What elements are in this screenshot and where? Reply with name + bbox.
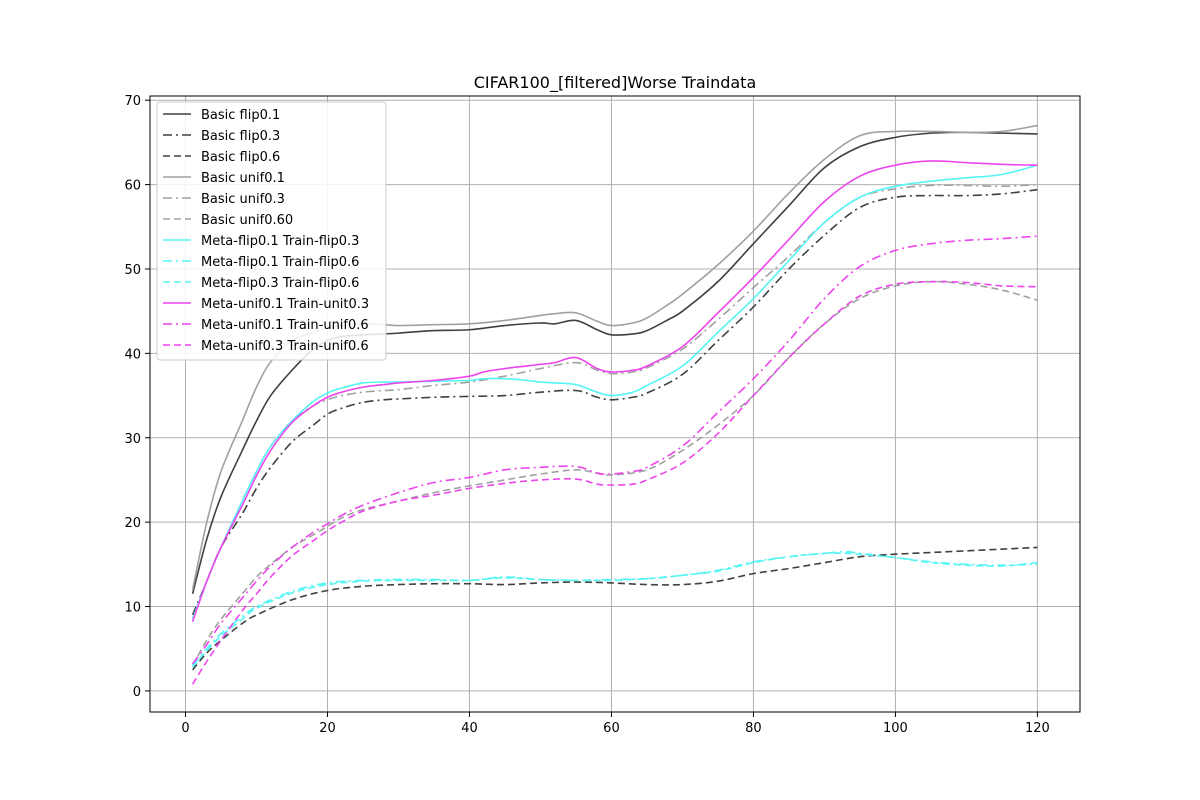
y-tick-label: 30 xyxy=(124,432,141,447)
y-tick-label: 10 xyxy=(124,601,141,616)
legend: Basic flip0.1 Basic flip0.3 Basic flip0.6 B… xyxy=(156,101,387,361)
series-lines xyxy=(191,124,1038,685)
x-tick-label: 0 xyxy=(181,721,189,736)
legend-label: Meta-unif0.1 Train-unif0.6 xyxy=(201,318,369,333)
legend-label: Basic unif0.60 xyxy=(201,213,293,228)
series-line-3 xyxy=(191,546,1038,671)
series-line-11 xyxy=(191,235,1038,665)
grid xyxy=(150,96,1080,712)
series-line-1 xyxy=(191,131,1038,595)
x-tick-label: 80 xyxy=(745,721,762,736)
series-line-5 xyxy=(191,183,1038,620)
y-tick-label: 50 xyxy=(124,263,141,278)
series-line-12 xyxy=(191,280,1038,685)
y-tick-label: 40 xyxy=(124,347,141,362)
series-line-9 xyxy=(191,552,1038,668)
legend-label: Meta-flip0.1 Train-flip0.3 xyxy=(201,234,359,249)
chart-title: CIFAR100_[filtered]Worse Traindata xyxy=(474,73,757,93)
legend-label: Basic flip0.3 xyxy=(201,129,280,144)
legend-label: Meta-unif0.3 Train-unif0.6 xyxy=(201,339,369,354)
y-tick-label: 70 xyxy=(124,94,141,109)
legend-label: Meta-flip0.3 Train-flip0.6 xyxy=(201,276,359,291)
plot-frame xyxy=(149,95,1081,713)
legend-label: Basic flip0.6 xyxy=(201,150,280,165)
y-tick-label: 20 xyxy=(124,516,141,531)
legend-box xyxy=(156,101,387,361)
axes: 0 20 40 60 80 100 120 0 10 20 30 40 50 60 70 xyxy=(124,94,1049,736)
y-tick-label: 60 xyxy=(124,179,141,194)
series-line-7 xyxy=(191,164,1038,620)
series-line-10 xyxy=(191,160,1038,622)
legend-label: Meta-unif0.1 Train-unit0.3 xyxy=(201,297,369,312)
legend-label: Meta-flip0.1 Train-flip0.6 xyxy=(201,255,359,270)
x-tick-label: 40 xyxy=(461,721,478,736)
legend-label: Basic unif0.3 xyxy=(201,192,285,207)
x-tick-label: 60 xyxy=(603,721,620,736)
y-tick-label: 0 xyxy=(133,685,141,700)
x-tick-label: 120 xyxy=(1025,721,1050,736)
x-tick-label: 100 xyxy=(883,721,908,736)
legend-label: Basic unif0.1 xyxy=(201,171,285,186)
x-tick-label: 20 xyxy=(319,721,336,736)
series-line-2 xyxy=(191,188,1038,616)
legend-label: Basic flip0.1 xyxy=(201,108,280,123)
